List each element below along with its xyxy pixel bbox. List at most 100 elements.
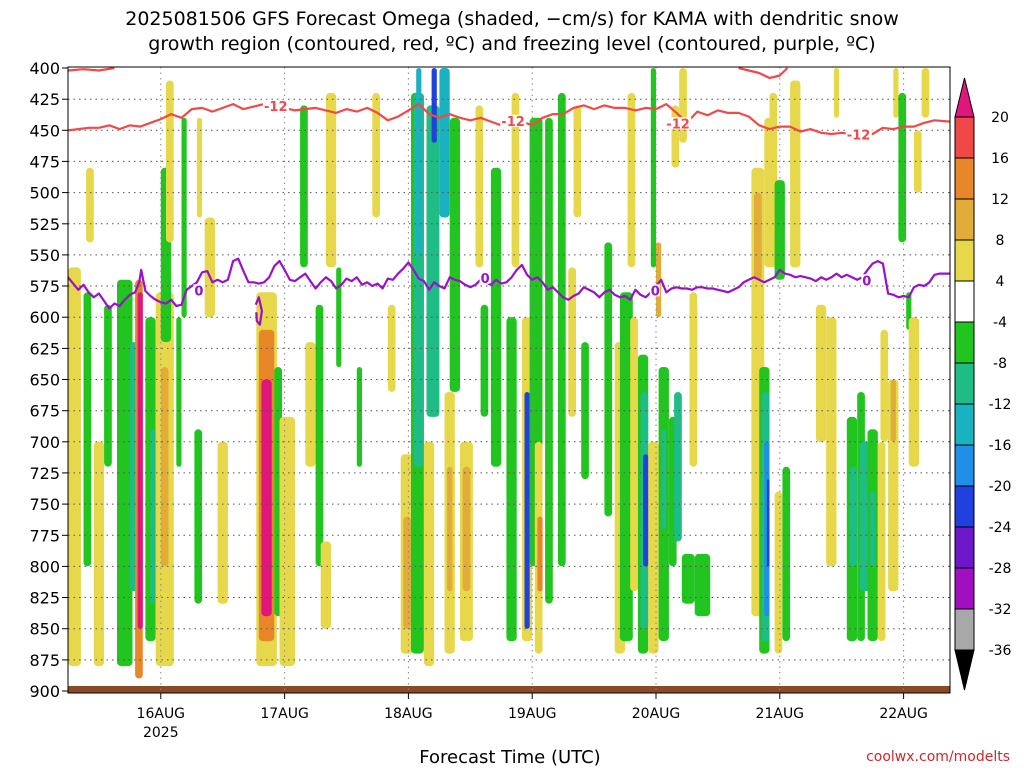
omega-cell [877,441,886,642]
omega-cell [833,68,840,118]
omega-cell [480,304,489,417]
colorbar-box [954,157,975,200]
colorbar-tick-label: 4 [996,274,1005,290]
y-tick-label: 800 [29,557,60,576]
omega-cell [573,105,582,218]
axes: 400 425 450 475 500 525 550 575 600 625 650 675 700 7… [29,59,951,741]
freezing-contour-label-bg [193,284,204,297]
dgz-contour-label: -12 [264,100,288,115]
omega-cell [898,92,907,243]
colorbar-tick-label: -8 [993,356,1007,372]
freezing-level-contour [68,257,950,310]
omega-cell [181,117,187,318]
omega-cell [150,429,156,604]
colorbar-bottom-triangle [954,649,975,691]
omega-cell [766,479,770,567]
dgz-contour-label-bg [500,114,527,127]
dgz-minus12-contour-upper-right [738,67,789,80]
x-tick-label: 20AUG [632,706,681,722]
x-tick-label: 19AUG [508,706,557,722]
y-tick-label: 625 [29,339,60,358]
x-axis-label: Forecast Time (UTC) [419,747,600,768]
omega-cell [387,304,396,392]
y-tick-label: 600 [29,308,60,327]
omega-cell [261,379,272,617]
omega-cell [754,192,762,280]
colorbar-tick-label: -32 [989,602,1012,618]
colorbar-box [954,403,975,446]
y-tick-label: 675 [29,402,60,421]
omega-cell [475,105,484,268]
omega-cell [913,130,922,193]
chart-title-line-1: 2025081506 GFS Forecast Omega (shaded, −… [125,8,899,30]
omega-cell [279,416,295,667]
omega-cell [439,68,450,218]
colorbar-tick-label: -16 [989,438,1012,454]
colorbar-tick-label: -12 [989,397,1012,413]
x-tick-label: 21AUG [756,706,805,722]
x-tick-sublabel: 2025 [143,725,179,741]
terrain-surface [68,686,950,693]
omega-cell [849,466,858,567]
freezing-contour-label: 0 [651,284,660,299]
omega-cell [524,392,530,629]
colorbar-tick-label: -20 [989,479,1012,495]
omega-cell [93,441,105,667]
omega-cell [83,292,92,567]
omega-cell [689,292,698,467]
freezing-contour-label-bg [649,284,660,297]
freezing-contour-label-bg [479,271,490,284]
freezing-contour-label: 0 [862,274,871,289]
omega-cell [176,317,182,467]
y-tick-label: 875 [29,651,60,670]
colorbar: 20 16 12 8 4 -4 -8 -12 -16 -20 -24 -28 -32 -36 [954,77,1012,691]
dgz-contour-label: -12 [847,129,871,144]
omega-cell [416,68,422,255]
colorbar-box [954,362,975,405]
y-tick-label: 450 [29,121,60,140]
colorbar-box [954,116,975,159]
omega-cell [880,329,889,442]
omega-cell [217,441,228,604]
omega-cell [325,92,337,268]
dgz-contour-label: -12 [666,117,690,132]
omega-cell [656,242,662,318]
colorbar-tick-label: -36 [989,643,1012,659]
colorbar-tick-label: -28 [989,561,1012,577]
colorbar-tick-label: 8 [996,233,1005,249]
omega-cell [568,267,576,417]
omega-cell [859,441,870,592]
omega-cell [449,117,460,392]
omega-cell [893,68,899,118]
colorbar-box [954,608,975,651]
omega-cell [423,441,435,667]
y-tick-label: 500 [29,184,60,203]
omega-cell [643,454,649,567]
omega-cell [104,304,112,467]
x-tick-label: 17AUG [260,706,309,722]
x-tick-label: 18AUG [384,706,433,722]
colorbar-box [954,444,975,487]
colorbar-tick-label: 16 [991,151,1009,167]
omega-cell [870,491,876,567]
y-tick-label: 775 [29,526,60,545]
y-tick-label: 700 [29,433,60,452]
omega-cell [68,267,81,667]
omega-cell [648,441,659,654]
omega-cell [545,117,553,604]
omega-cell [627,92,636,268]
dgz-minus12-contour-upper [68,67,115,72]
omega-cell [305,342,316,467]
omega-cell [86,167,94,243]
colorbar-box [954,321,975,364]
terrain-band [68,686,950,693]
omega-cell [790,80,801,268]
y-tick-label: 525 [29,215,60,234]
colorbar-box [954,280,975,323]
omega-cell [426,105,440,417]
grid [68,67,950,693]
freezing-level-contour-small [254,296,263,326]
dgz-contour-label: -12 [501,115,525,130]
y-tick-label: 825 [29,589,60,608]
colorbar-tick-label: -24 [989,520,1012,536]
